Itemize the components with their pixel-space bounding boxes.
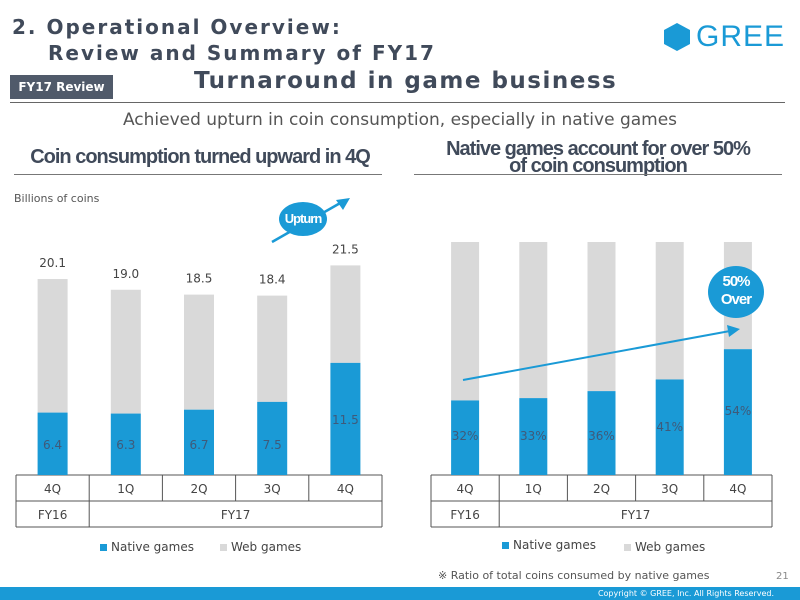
gree-logo: GREE [662,20,786,53]
native-games-bar [451,400,480,475]
right-legend-web: Web games [624,540,705,554]
native-value-label: 6.7 [189,438,208,452]
native-games-bar [587,391,616,475]
year-label: FY16 [38,508,68,522]
x-tick-label: 2Q [593,482,610,496]
legend-label: Web games [231,540,302,554]
trend-arrow [462,330,731,381]
legend-label: Native games [111,540,194,554]
web-games-bar [655,242,684,380]
web-games-bar [110,289,141,414]
native-games-bar [184,409,214,475]
right-panel-divider [414,174,782,175]
logo-text: GREE [696,20,786,53]
native-games-bar [110,413,141,475]
unit-label: Billions of coins [14,192,100,205]
left-panel-title: Coin consumption turned upward in 4Q [30,146,371,168]
left-panel-divider [14,174,382,175]
callout-over: Over [720,291,752,308]
x-tick-label: 4Q [337,482,354,496]
upturn-callout: Upturn [279,202,327,236]
native-swatch [502,541,509,549]
callout-percent: 50% [722,273,750,290]
x-tick-label: 4Q [729,482,746,496]
section-tag: FY17 Review [10,75,113,99]
web-games-bar [257,295,288,402]
x-tick-label: 1Q [117,482,134,496]
right-panel-title-line2: of coin consumption [509,155,688,177]
slide-title-line1: 2. Operational Overview: [12,15,342,39]
total-value-label: 18.5 [186,272,213,286]
left-legend-web: Web games [220,540,301,554]
native-value-label: 11.5 [332,413,359,427]
web-swatch [220,543,227,551]
year-label: FY17 [221,508,251,522]
total-value-label: 20.1 [39,256,66,270]
native-ratio-label: 33% [520,429,547,443]
left-legend-native: Native games [100,540,194,554]
total-value-label: 19.0 [112,267,139,281]
native-games-bar [37,412,68,475]
over-50-callout: 50% Over [708,266,764,318]
total-value-label: 21.5 [332,242,359,256]
native-ratio-label: 54% [725,404,752,418]
page-number: 21 [776,571,789,582]
arrow-head-icon [727,325,740,337]
x-tick-label: 3Q [264,482,281,496]
year-label: FY17 [621,508,651,522]
native-swatch [100,543,107,551]
native-ratio-label: 32% [452,429,479,443]
x-tick-label: 2Q [190,482,207,496]
native-ratio-label: 41% [656,420,683,434]
native-value-label: 6.3 [116,438,135,452]
year-label: FY16 [450,508,480,522]
legend-label: Native games [513,538,596,552]
native-games-bar [330,362,361,475]
footer-bar: Copyright © GREE, Inc. All Rights Reserv… [0,587,800,600]
x-tick-label: 4Q [44,482,61,496]
subtitle: Achieved upturn in coin consumption, esp… [122,110,678,130]
native-games-bar [257,401,288,475]
native-games-bar [655,379,684,475]
web-games-bar [330,265,361,363]
native-value-label: 6.4 [43,438,62,452]
right-panel-title-line1: Native games account for over 50% [446,138,751,160]
slide-title-line2: Review and Summary of FY17 [48,41,436,65]
hexagon-logo-icon [664,23,690,51]
copyright: Copyright © GREE, Inc. All Rights Reserv… [597,589,774,598]
web-games-bar [519,242,548,399]
legend-label: Web games [635,540,706,554]
web-games-bar [184,294,214,410]
web-games-bar [451,242,480,401]
native-value-label: 7.5 [263,438,282,452]
native-games-bar [723,349,752,475]
arrow-head-icon [336,198,350,210]
x-tick-label: 4Q [457,482,474,496]
web-games-bar [37,279,68,413]
footnote: ※ Ratio of total coins consumed by nativ… [438,569,710,582]
web-games-bar [587,242,616,392]
native-ratio-label: 36% [588,429,615,443]
native-games-bar [519,398,548,475]
headline: Turnaround in game business [194,68,618,94]
total-value-label: 18.4 [259,273,286,287]
header-divider [10,102,785,103]
right-legend-native: Native games [502,538,596,552]
web-swatch [624,543,631,551]
x-tick-label: 1Q [525,482,542,496]
x-tick-label: 3Q [661,482,678,496]
